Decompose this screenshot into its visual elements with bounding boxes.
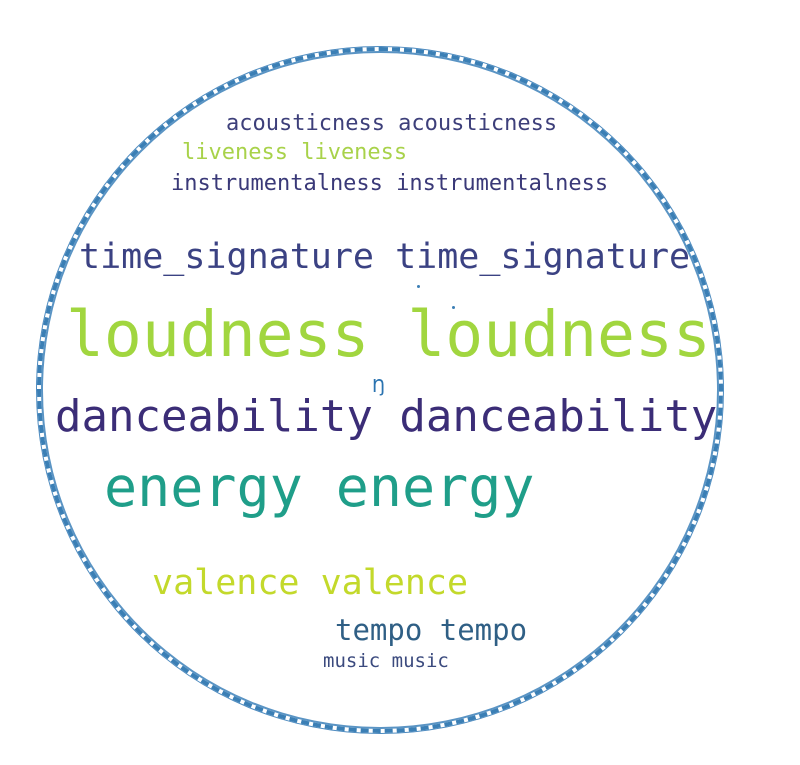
word-time-signature: time_signature time_signature — [79, 237, 691, 277]
word-tempo: tempo tempo — [335, 613, 528, 647]
word-energy: energy energy — [104, 455, 535, 519]
word-danceability: danceability danceability — [55, 391, 718, 442]
speck-dot — [417, 285, 420, 288]
word-instrumentalness: instrumentalness instrumentalness — [171, 171, 609, 196]
word-acousticness: acousticness acousticness — [226, 111, 558, 136]
word-liveness: liveness liveness — [182, 140, 408, 165]
word-loudness: loudness loudness — [66, 298, 711, 371]
speck-dot — [452, 306, 455, 309]
small-glyph: Ŋ — [372, 376, 386, 397]
circle-mask-outline — [37, 47, 723, 733]
word-music: music music — [323, 650, 449, 672]
word-valence: valence valence — [152, 563, 469, 603]
